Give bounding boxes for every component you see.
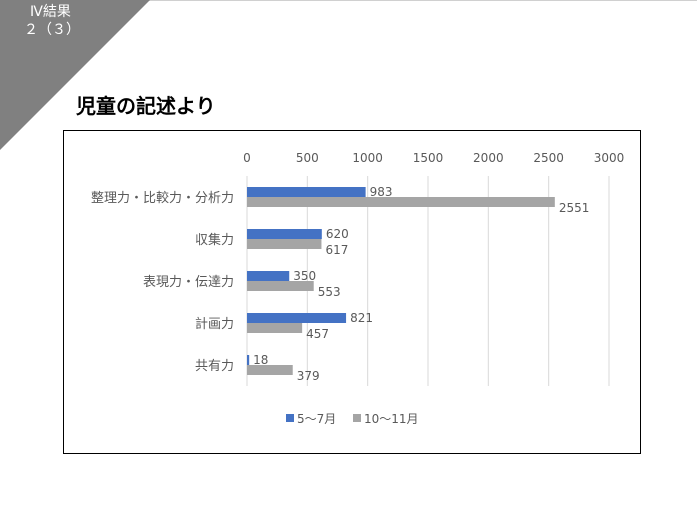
bar-series1 [247, 229, 322, 239]
x-tick-label: 3000 [594, 151, 625, 165]
legend-label: 10～11月 [364, 412, 419, 426]
bar-series2 [247, 323, 303, 333]
category-label: 収集力 [195, 232, 234, 248]
x-tick-label: 2000 [473, 151, 504, 165]
category-label: 表現力・伝達力 [143, 275, 234, 290]
bar-series1 [247, 271, 290, 281]
x-tick-label: 1500 [413, 151, 444, 165]
data-label: 457 [306, 327, 329, 341]
x-tick-label: 1000 [352, 151, 383, 165]
bar-series2 [247, 365, 293, 375]
category-label: 共有力 [195, 359, 234, 374]
category-label: 計画力 [195, 316, 234, 332]
bar-series2 [247, 239, 322, 249]
bar-series2 [247, 281, 314, 291]
section-label: Ⅳ結果 [30, 4, 71, 20]
data-label: 617 [325, 243, 348, 257]
bar-series1 [247, 355, 250, 365]
bar-chart: 0 500 1000 1500 2000 2500 3000 整理力・比較力・分析力 983 25… [91, 151, 625, 426]
chart-frame: 0 500 1000 1500 2000 2500 3000 整理力・比較力・分析力 983 25… [63, 130, 641, 454]
data-label: 18 [253, 353, 268, 367]
category-label: 整理力・比較力・分析力 [91, 191, 234, 206]
corner-triangle [0, 0, 150, 150]
data-label: 379 [297, 369, 320, 383]
x-tick-label: 2500 [533, 151, 564, 165]
legend-swatch [353, 414, 361, 422]
bar-series2 [247, 197, 555, 207]
x-tick-label: 0 [243, 151, 251, 165]
data-label: 620 [326, 227, 349, 241]
section-number: ２（３） [24, 22, 80, 38]
page-title: 児童の記述より [76, 94, 216, 118]
x-tick-label: 500 [296, 151, 319, 165]
bar-series1 [247, 313, 347, 323]
data-label: 350 [293, 269, 316, 283]
data-label: 2551 [559, 201, 590, 215]
data-label: 821 [350, 311, 373, 325]
data-label: 553 [318, 285, 341, 299]
bar-series1 [247, 187, 366, 197]
legend-label: 5～7月 [297, 412, 336, 426]
top-border-line [0, 0, 697, 1]
legend-swatch [286, 414, 294, 422]
data-label: 983 [370, 185, 393, 199]
